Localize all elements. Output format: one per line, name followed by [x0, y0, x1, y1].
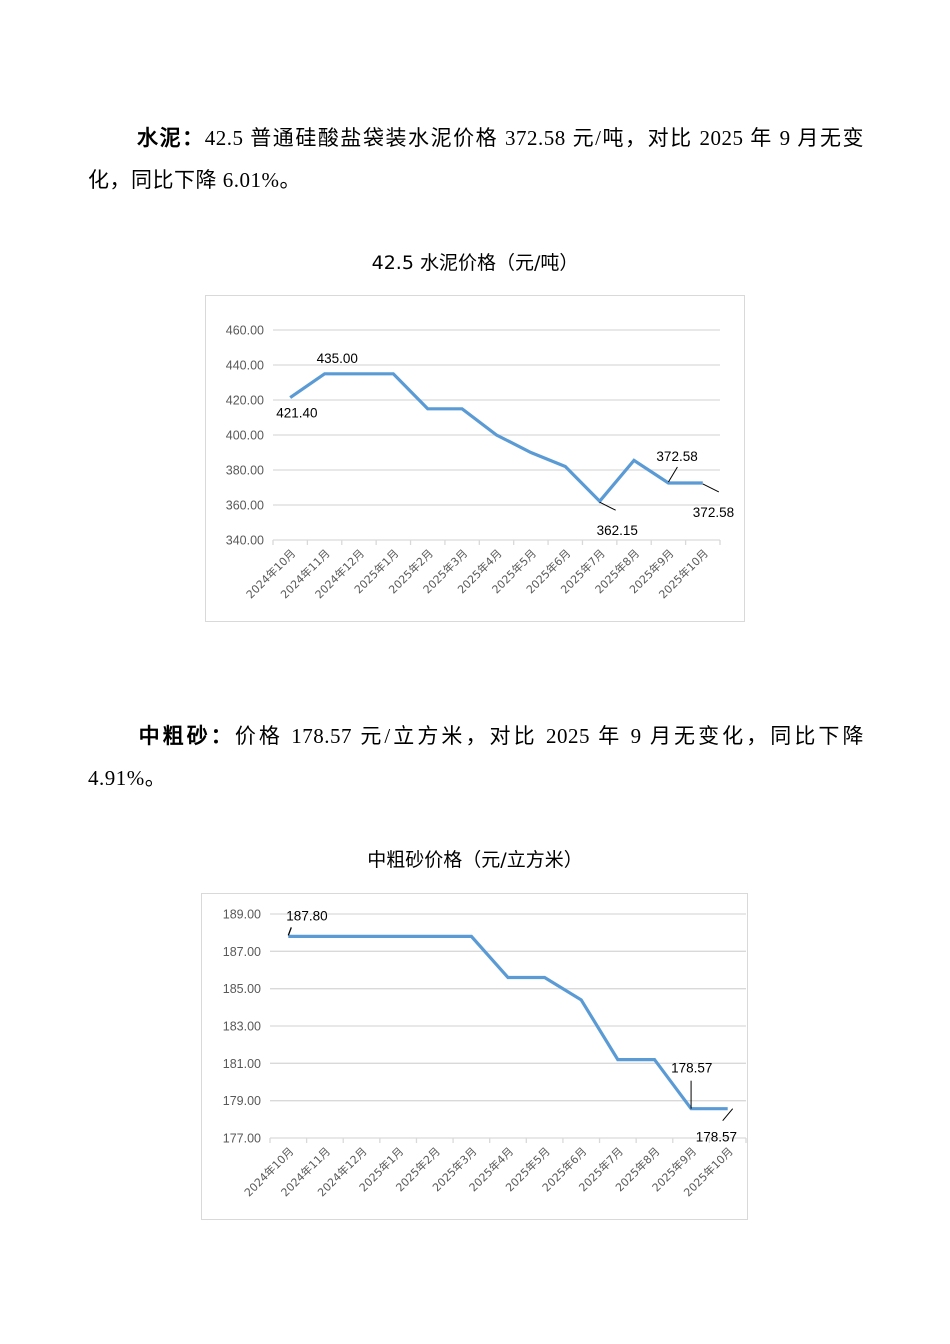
cement-chart-svg: 340.00 360.00 380.00 400.00 420.00 440.00 460.… [226, 324, 734, 602]
data-label: 187.80 [286, 908, 327, 923]
y-tick-label: 177.00 [223, 1132, 261, 1146]
data-label: 421.40 [276, 406, 317, 421]
price-line [289, 372, 703, 504]
leader-line [599, 501, 616, 511]
y-tick-label: 183.00 [223, 1020, 261, 1034]
cement-paragraph: 水泥：42.5 普通硅酸盐袋装水泥价格 372.58 元/吨，对比 2025 年… [88, 117, 864, 201]
data-label: 372.58 [656, 449, 697, 464]
sand-lead: 中粗砂： [136, 724, 235, 748]
y-tick-label: 460.00 [226, 324, 264, 338]
data-label: 178.57 [696, 1130, 737, 1145]
price-line [288, 934, 728, 1111]
y-tick-label: 189.00 [223, 908, 261, 922]
leader-line [667, 466, 678, 483]
data-label: 435.00 [317, 351, 358, 366]
cement-text: 42.5 普通硅酸盐袋装水泥价格 372.58 元/吨，对比 2025 年 9 … [88, 126, 864, 192]
leader-line [722, 1108, 734, 1122]
data-label: 178.57 [671, 1061, 712, 1076]
sand-price-chart: 177.00 179.00 181.00 183.00 185.00 187.00 189.… [201, 893, 748, 1220]
y-tick-label: 360.00 [226, 499, 264, 513]
y-tick-label: 400.00 [226, 429, 264, 443]
y-tick-label: 179.00 [223, 1094, 261, 1108]
y-tick-label: 181.00 [223, 1057, 261, 1071]
leader-line [702, 483, 720, 493]
sand-chart-title: 中粗砂价格（元/立方米） [367, 849, 583, 871]
data-label: 362.15 [597, 523, 638, 538]
cement-lead: 水泥： [136, 126, 205, 150]
y-tick-label: 380.00 [226, 464, 264, 478]
sand-chart-svg: 177.00 179.00 181.00 183.00 185.00 187.00 189.… [223, 908, 747, 1199]
y-tick-label: 185.00 [223, 982, 261, 996]
y-tick-label: 420.00 [226, 394, 264, 408]
cement-price-chart: 340.00 360.00 380.00 400.00 420.00 440.00 460.… [205, 295, 745, 622]
cement-chart-title: 42.5 水泥价格（元/吨） [371, 252, 579, 274]
y-tick-label: 440.00 [226, 359, 264, 373]
y-tick-label: 340.00 [226, 534, 264, 548]
leader-line [287, 927, 292, 936]
y-tick-label: 187.00 [223, 945, 261, 959]
data-label: 372.58 [693, 505, 734, 520]
sand-text: 价格 178.57 元/立方米，对比 2025 年 9 月无变化，同比下降 4.… [88, 724, 864, 790]
sand-paragraph: 中粗砂：价格 178.57 元/立方米，对比 2025 年 9 月无变化，同比下… [88, 715, 864, 799]
